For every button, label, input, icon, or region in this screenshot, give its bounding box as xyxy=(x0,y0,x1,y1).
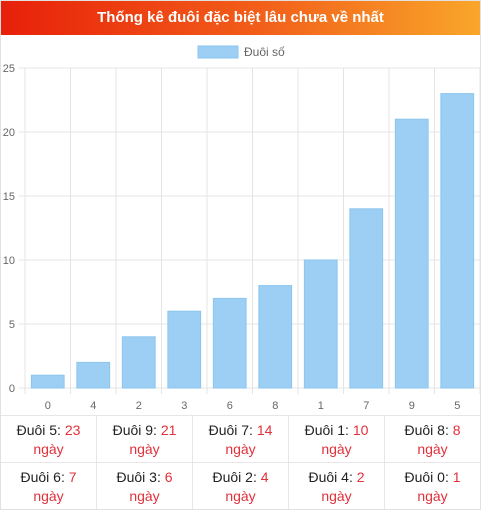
stat-label: Đuôi 2: xyxy=(212,469,261,485)
bar xyxy=(303,259,338,389)
stat-unit: ngày xyxy=(129,441,160,457)
bar xyxy=(167,310,202,389)
stat-cell: Đuôi 9: 21 ngày xyxy=(97,416,193,462)
stat-value: 4 xyxy=(260,469,269,485)
bar xyxy=(76,361,111,389)
bar xyxy=(440,93,475,389)
stat-unit: ngày xyxy=(129,488,160,504)
stat-value: 2 xyxy=(356,469,365,485)
stat-value: 6 xyxy=(164,469,173,485)
stat-cell: Đuôi 2: 4 ngày xyxy=(193,463,289,509)
stat-value: 10 xyxy=(352,422,369,438)
stat-unit: ngày xyxy=(225,488,256,504)
stat-value: 23 xyxy=(64,422,81,438)
stat-value: 14 xyxy=(256,422,273,438)
stat-cell: Đuôi 4: 2 ngày xyxy=(289,463,385,509)
stat-unit: ngày xyxy=(321,488,352,504)
stat-label: Đuôi 9: xyxy=(112,422,161,438)
bar xyxy=(258,285,293,389)
bar xyxy=(121,336,156,389)
bar xyxy=(394,118,429,389)
stat-cell: Đuôi 3: 6 ngày xyxy=(97,463,193,509)
bar-chart: 0 5 10 15 20 25 0 4 2 3 6 8 1 7 9 5 Đuôi số xyxy=(3,45,480,412)
stat-label: Đuôi 0: xyxy=(404,469,453,485)
stat-unit: ngày xyxy=(417,441,448,457)
x-tick-label: 3 xyxy=(181,400,187,412)
stat-cell: Đuôi 5: 23 ngày xyxy=(1,416,97,462)
stat-unit: ngày xyxy=(33,441,64,457)
stat-label: Đuôi 3: xyxy=(116,469,165,485)
stat-label: Đuôi 4: xyxy=(308,469,357,485)
stat-label: Đuôi 5: xyxy=(16,422,65,438)
x-tick-label: 0 xyxy=(45,400,51,412)
stat-unit: ngày xyxy=(417,488,448,504)
stats-row: Đuôi 5: 23 ngày Đuôi 9: 21 ngày Đuôi 7: … xyxy=(1,415,480,462)
x-tick-label: 9 xyxy=(409,400,415,412)
stat-label: Đuôi 8: xyxy=(404,422,453,438)
stat-cell: Đuôi 8: 8 ngày xyxy=(385,416,480,462)
bar xyxy=(212,297,247,389)
stat-label: Đuôi 1: xyxy=(304,422,353,438)
stats-table: Đuôi 5: 23 ngày Đuôi 9: 21 ngày Đuôi 7: … xyxy=(1,415,480,509)
stat-value: 7 xyxy=(68,469,77,485)
stat-cell: Đuôi 6: 7 ngày xyxy=(1,463,97,509)
x-tick-label: 6 xyxy=(227,400,233,412)
x-tick-label: 8 xyxy=(272,400,278,412)
stat-unit: ngày xyxy=(225,441,256,457)
x-tick-label: 5 xyxy=(454,400,460,412)
x-tick-label: 1 xyxy=(318,400,324,412)
y-tick-label: 5 xyxy=(9,319,15,331)
legend-label: Đuôi số xyxy=(244,45,285,59)
stat-cell: Đuôi 1: 10 ngày xyxy=(289,416,385,462)
y-tick-label: 10 xyxy=(3,255,15,267)
y-tick-label: 20 xyxy=(3,127,15,139)
x-tick-label: 7 xyxy=(363,400,369,412)
bar xyxy=(349,208,384,389)
stat-label: Đuôi 6: xyxy=(20,469,69,485)
legend-swatch xyxy=(197,45,239,59)
y-tick-label: 0 xyxy=(9,383,15,395)
stat-unit: ngày xyxy=(321,441,352,457)
x-tick-label: 4 xyxy=(90,400,96,412)
stat-cell: Đuôi 0: 1 ngày xyxy=(385,463,480,509)
y-tick-label: 25 xyxy=(3,63,15,75)
panel-title: Thống kê đuôi đặc biệt lâu chưa về nhất xyxy=(1,1,480,35)
y-tick-label: 15 xyxy=(3,191,15,203)
stat-value: 1 xyxy=(452,469,461,485)
stat-value: 21 xyxy=(160,422,177,438)
stat-value: 8 xyxy=(452,422,461,438)
x-tick-label: 2 xyxy=(136,400,142,412)
stat-cell: Đuôi 7: 14 ngày xyxy=(193,416,289,462)
stat-unit: ngày xyxy=(33,488,64,504)
stat-label: Đuôi 7: xyxy=(208,422,257,438)
stats-row: Đuôi 6: 7 ngày Đuôi 3: 6 ngày Đuôi 2: 4 … xyxy=(1,462,480,509)
bar xyxy=(30,374,65,389)
